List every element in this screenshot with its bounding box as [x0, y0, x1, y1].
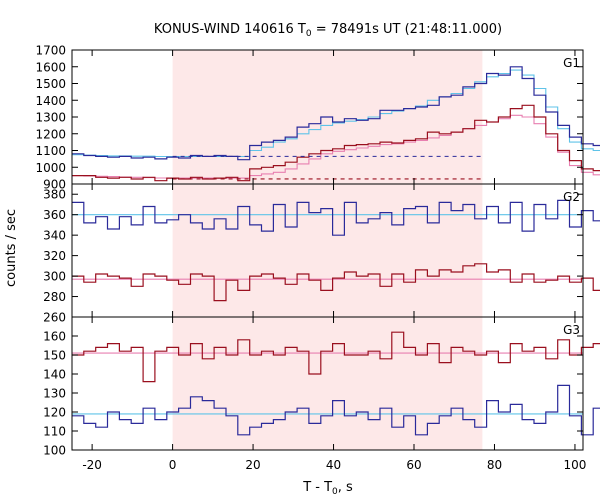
panel-g2-ytick-label: 340: [43, 229, 66, 243]
panel-g2-ytick-label: 380: [43, 188, 66, 202]
panel-g1-ytick-label: 1700: [35, 44, 66, 58]
panel-g2-ytick-label: 260: [43, 311, 66, 325]
panel-g3-blue-series: [72, 384, 600, 436]
chart-title-rest: = 78491s UT (21:48:11.000): [312, 22, 502, 37]
panel-g3-frame: [71, 316, 584, 451]
panel-g3-label: G3: [563, 323, 580, 337]
x-tick-label: 100: [563, 458, 586, 472]
panel-g1-ytick-label: 1100: [35, 144, 66, 158]
x-tick-label: 20: [245, 458, 260, 472]
chart-title: KONUS-WIND 140616 T0 = 78491s UT (21:48:…: [154, 22, 502, 39]
y-axis-label: counts / sec: [4, 209, 19, 287]
chart-title-subscript: 0: [306, 29, 312, 39]
panel-g3-ytick-label: 150: [43, 349, 66, 363]
panel-g1-ytick-label: 1300: [35, 111, 66, 125]
x-tick-label: 60: [406, 458, 421, 472]
chart-title-main: KONUS-WIND 140616 T: [154, 22, 306, 37]
panel-g1-ytick-label: 1400: [35, 94, 66, 108]
panel-g2-ytick-label: 360: [43, 208, 66, 222]
panel-g1-ytick-label: 1000: [35, 161, 66, 175]
panel-g3-ytick-label: 120: [43, 406, 66, 420]
x-tick-label: 0: [169, 458, 177, 472]
panel-g3-red-series: [72, 331, 600, 383]
x-tick-label: -20: [82, 458, 102, 472]
panel-g3-ytick-label: 110: [43, 425, 66, 439]
panel-g1-ytick-label: 1600: [35, 60, 66, 74]
x-axis-label-subscript: 0: [332, 487, 338, 497]
panel-g1-ytick-label: 1500: [35, 77, 66, 91]
burst-interval-shade: [172, 50, 483, 450]
panel-g1-pink-model-line: [72, 114, 600, 179]
panel-g2-red-series: [72, 263, 600, 302]
panel-g2-ytick-label: 300: [43, 270, 66, 284]
panel-g2-label: G2: [563, 190, 580, 204]
x-axis-label: T - T0, s: [302, 480, 353, 497]
panel-g3: 100 110 120 130 140 150 160 G3: [43, 316, 600, 458]
panel-g3-ytick-label: 100: [43, 444, 66, 458]
panel-g2-ytick-label: 280: [43, 290, 66, 304]
x-axis-label-rest: , s: [338, 480, 353, 495]
panel-g1-label: G1: [563, 56, 580, 70]
panel-g1-red-high-series: [72, 104, 600, 182]
panel-g2-ytick-label: 320: [43, 249, 66, 263]
panel-g3-ytick-label: 140: [43, 368, 66, 382]
panel-g3-ytick-label: 130: [43, 387, 66, 401]
x-tick-label: 80: [487, 458, 502, 472]
x-tick-label: 40: [326, 458, 341, 472]
panel-g1-ytick-label: 900: [43, 178, 66, 192]
panel-g1-ytick-label: 1200: [35, 127, 66, 141]
x-axis-label-main: T - T: [302, 480, 332, 495]
panel-g1: 900 1000 1100 1200 1300 1400 1500 1600 1700 G1: [35, 44, 600, 192]
panel-g3-ytick-label: 160: [43, 330, 66, 344]
panel-g1-blue-high-series: [72, 66, 600, 161]
plot-layer: 90010001100120013001400150016001700G1260…: [35, 44, 600, 472]
panel-g2-blue-series: [72, 199, 600, 236]
